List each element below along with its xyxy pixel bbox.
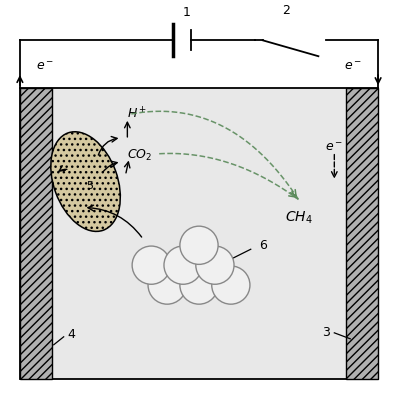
Circle shape [180, 266, 218, 304]
Text: 1: 1 [183, 6, 191, 19]
Text: 6: 6 [259, 239, 267, 252]
Text: $H^+$: $H^+$ [127, 106, 148, 122]
Bar [20, 88, 378, 379]
Text: 3: 3 [322, 326, 330, 339]
Circle shape [212, 266, 250, 304]
Text: $e^-$: $e^-$ [344, 60, 362, 73]
Text: 2: 2 [283, 4, 291, 17]
Circle shape [196, 246, 234, 284]
Bar [20, 88, 52, 379]
Text: 4: 4 [68, 328, 76, 341]
Text: $e^-$: $e^-$ [36, 60, 54, 73]
Text: $e^-$: $e^-$ [66, 157, 84, 170]
Ellipse shape [51, 132, 120, 231]
Text: 5: 5 [86, 181, 93, 191]
Text: $CH_4$: $CH_4$ [285, 209, 312, 226]
Circle shape [180, 226, 218, 265]
Circle shape [148, 266, 186, 304]
Bar [346, 88, 378, 379]
Text: $e^-$: $e^-$ [325, 141, 343, 154]
Text: $CO_2$: $CO_2$ [127, 148, 152, 163]
Circle shape [132, 246, 170, 284]
Circle shape [164, 246, 202, 284]
